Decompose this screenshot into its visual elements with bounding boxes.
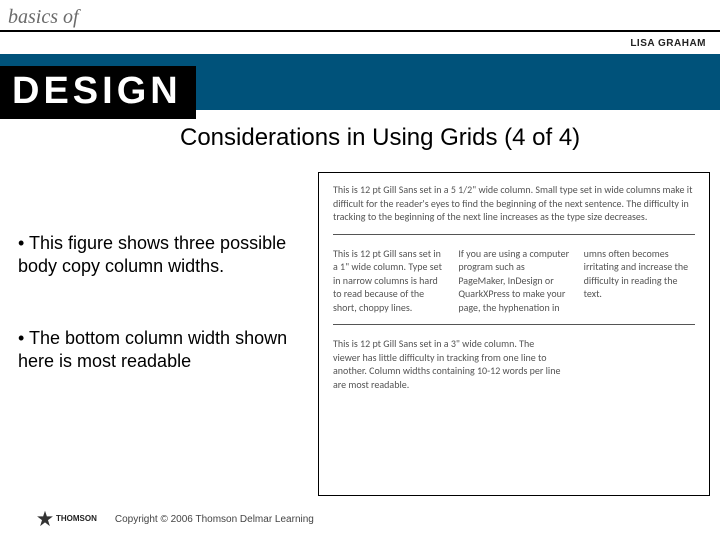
figure-divider [333,234,695,235]
star-icon [36,510,54,528]
author-name: LISA GRAHAM [630,38,706,49]
header-rule [0,30,720,32]
basics-of-label: basics of [8,6,79,29]
column-width-figure: This is 12 pt Gill Sans set in a 5 1/2" … [318,172,710,496]
figure-divider [333,324,695,325]
bullet-list: • This figure shows three possible body … [18,232,308,422]
slide-footer: THOMSON Copyright © 2006 Thomson Delmar … [36,510,314,528]
narrow-column-sample: This is 12 pt Gill sans set in a 1" wide… [333,247,444,315]
slide-header: basics of LISA GRAHAM DESIGN [0,0,720,120]
design-wordmark: DESIGN [0,66,196,119]
copyright-text: Copyright © 2006 Thomson Delmar Learning [115,514,314,525]
thomson-logo: THOMSON [36,510,97,528]
narrow-columns-row: This is 12 pt Gill sans set in a 1" wide… [333,247,695,315]
narrow-column-sample: umns often becomes irritating and increa… [584,247,695,315]
wide-column-sample: This is 12 pt Gill Sans set in a 5 1/2" … [333,183,695,224]
page-title: Considerations in Using Grids (4 of 4) [180,124,580,152]
thomson-text: THOMSON [56,514,97,523]
bullet-item: • This figure shows three possible body … [18,232,308,277]
bullet-item: • The bottom column width shown here is … [18,327,308,372]
narrow-column-sample: If you are using a computer program such… [458,247,569,315]
medium-column-sample: This is 12 pt Gill Sans set in a 3" wide… [333,337,563,391]
